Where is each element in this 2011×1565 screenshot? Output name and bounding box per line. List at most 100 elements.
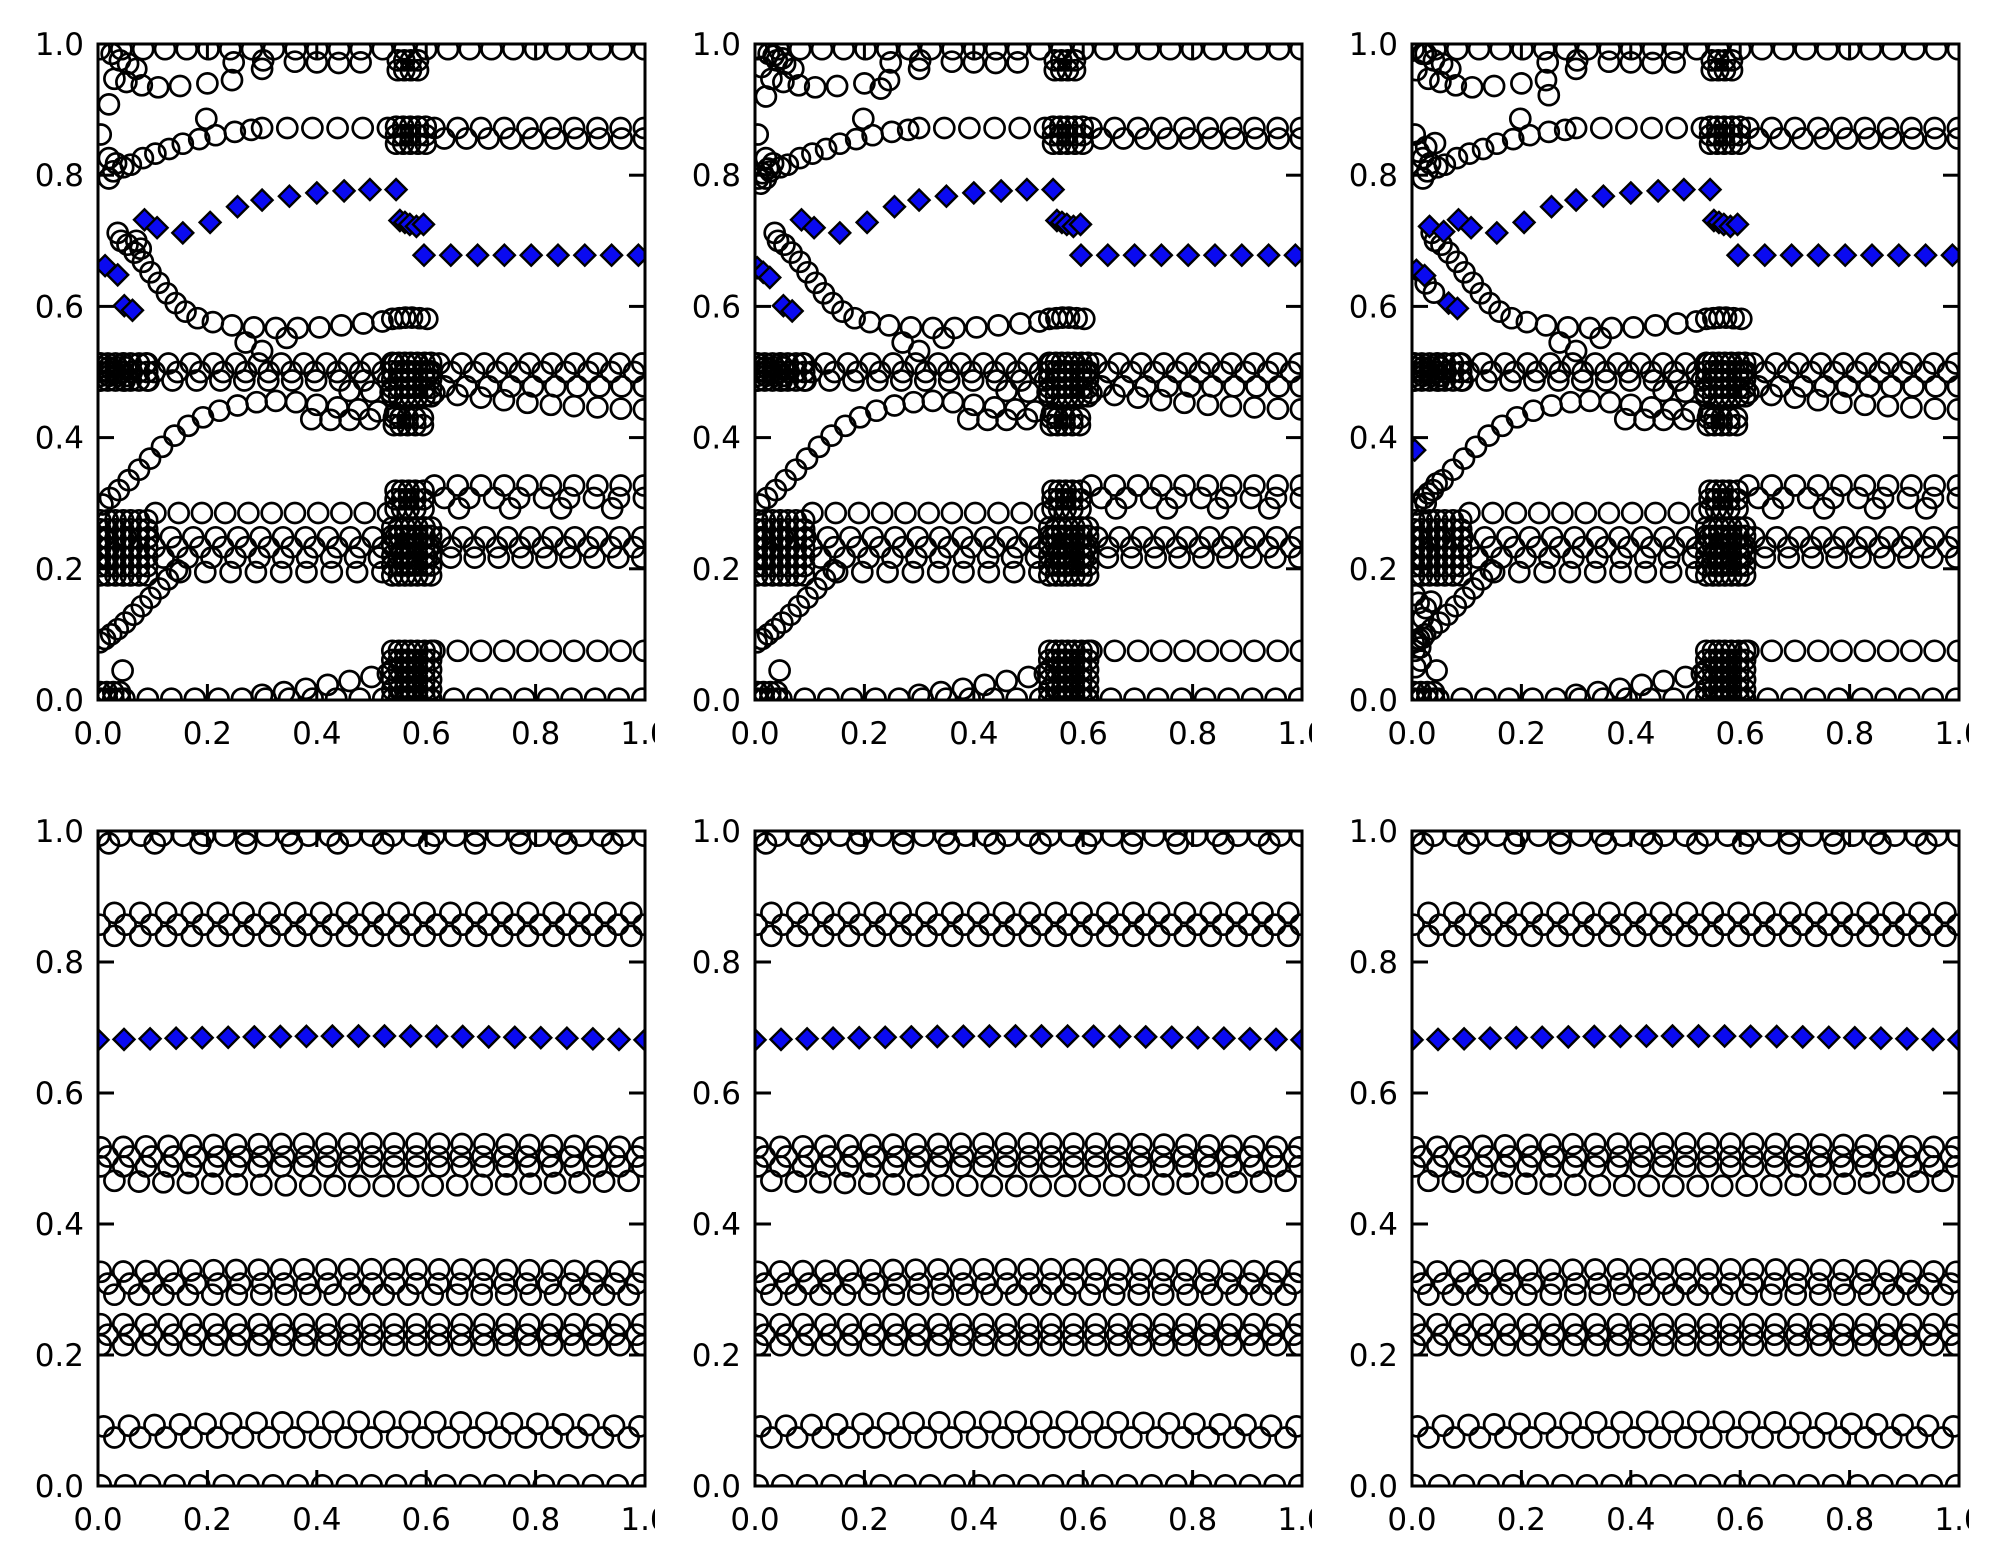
- y-tick-label: 0.8: [35, 945, 84, 981]
- circle-markers: [755, 44, 1302, 700]
- x-tick-label: 1.0: [1277, 716, 1312, 752]
- x-tick-label: 0.4: [949, 1502, 998, 1538]
- y-tick-label: 0.4: [1349, 421, 1398, 457]
- x-tick-label: 0.6: [1059, 716, 1108, 752]
- y-tick-label: 0.2: [692, 1338, 741, 1374]
- y-tick-label: 0.8: [1349, 945, 1398, 981]
- tick-labels: 0.00.0 0.2 0.2 0.4 0.4 0.6 0.6 0.8 0.8 1.0 1.0: [1349, 817, 1969, 1538]
- x-tick-label: 1.0: [620, 716, 655, 752]
- circle-markers: [1412, 44, 1959, 700]
- x-tick-label: 0.0: [730, 716, 779, 752]
- y-tick-label: 0.4: [1349, 1207, 1398, 1243]
- tick-labels: 0.00.0 0.2 0.2 0.4 0.4 0.6 0.6 0.8 0.8 1.0 1.0: [692, 817, 1312, 1538]
- x-tick-label: 0.4: [292, 1502, 341, 1538]
- x-tick-label: 0.8: [511, 1502, 560, 1538]
- tick-labels: 0.00.0 0.2 0.2 0.4 0.4 0.6 0.6 0.8 0.8 1.0 1.0: [1349, 30, 1969, 752]
- x-tick-label: 0.8: [511, 716, 560, 752]
- y-tick-label: 0.0: [692, 1469, 741, 1505]
- y-tick-label: 1.0: [692, 817, 741, 850]
- tick-labels: 0.00.0 0.2 0.2 0.4 0.4 0.6 0.6 0.8 0.8 1.0 1.0: [35, 30, 655, 752]
- y-tick-label: 0.6: [692, 289, 741, 325]
- y-tick-label: 0.6: [35, 1076, 84, 1112]
- axes-frame: [753, 42, 1304, 702]
- subplot-top-left: 0.00.0 0.2 0.2 0.4 0.4 0.6 0.6 0.8 0.8 1.0 1.0: [35, 30, 655, 752]
- axis-ticks: [96, 829, 647, 1488]
- markers-group: [1412, 44, 1959, 700]
- x-tick-label: 1.0: [620, 1502, 655, 1538]
- y-tick-label: 0.0: [1349, 1469, 1398, 1505]
- y-tick-label: 0.2: [35, 1338, 84, 1374]
- x-tick-label: 1.0: [1934, 1502, 1969, 1538]
- x-tick-label: 0.8: [1168, 1502, 1217, 1538]
- axes-frame: [1410, 829, 1961, 1488]
- y-tick-label: 0.2: [692, 552, 741, 588]
- y-tick-label: 0.0: [1349, 683, 1398, 719]
- x-tick-label: 0.6: [1716, 716, 1765, 752]
- y-tick-label: 1.0: [35, 817, 84, 850]
- y-tick-label: 0.8: [1349, 158, 1398, 194]
- x-tick-label: 0.0: [1387, 716, 1436, 752]
- x-tick-label: 0.8: [1825, 1502, 1874, 1538]
- y-tick-label: 0.8: [692, 158, 741, 194]
- axis-ticks: [753, 829, 1304, 1488]
- diamond-markers: [98, 177, 645, 323]
- axes-frame: [1410, 42, 1961, 702]
- x-tick-label: 0.4: [1606, 716, 1655, 752]
- y-tick-label: 0.0: [35, 1469, 84, 1505]
- x-tick-label: 0.4: [949, 716, 998, 752]
- x-tick-label: 0.0: [73, 716, 122, 752]
- diamond-markers: [755, 177, 1302, 324]
- x-tick-label: 0.0: [73, 1502, 122, 1538]
- subplot-bottom-left: 0.00.0 0.2 0.2 0.4 0.4 0.6 0.6 0.8 0.8 1.0 1.0: [35, 817, 655, 1538]
- y-tick-label: 0.8: [35, 158, 84, 194]
- y-tick-label: 1.0: [1349, 817, 1398, 850]
- tick-labels: 0.00.0 0.2 0.2 0.4 0.4 0.6 0.6 0.8 0.8 1.0 1.0: [692, 30, 1312, 752]
- y-tick-label: 0.4: [692, 1207, 741, 1243]
- y-tick-label: 0.6: [35, 289, 84, 325]
- axes-frame: [96, 42, 647, 702]
- diamond-markers: [755, 1023, 1302, 1053]
- axis-ticks: [96, 42, 647, 702]
- subplot-bottom-right: 0.00.0 0.2 0.2 0.4 0.4 0.6 0.6 0.8 0.8 1.0 1.0: [1349, 817, 1969, 1538]
- y-tick-label: 0.6: [1349, 289, 1398, 325]
- x-tick-label: 1.0: [1277, 1502, 1312, 1538]
- y-tick-label: 0.0: [35, 683, 84, 719]
- y-tick-label: 0.6: [1349, 1076, 1398, 1112]
- y-tick-label: 0.2: [1349, 1338, 1398, 1374]
- circle-markers: [98, 44, 645, 700]
- y-tick-label: 1.0: [35, 30, 84, 63]
- x-tick-label: 0.4: [1606, 1502, 1655, 1538]
- diamond-markers: [1412, 1023, 1959, 1053]
- diamond-markers: [1412, 177, 1959, 463]
- y-tick-label: 0.2: [1349, 552, 1398, 588]
- tick-labels: 0.00.0 0.2 0.2 0.4 0.4 0.6 0.6 0.8 0.8 1.0 1.0: [35, 817, 655, 1538]
- y-tick-label: 0.4: [692, 421, 741, 457]
- x-tick-label: 0.2: [183, 716, 232, 752]
- markers-group: [755, 44, 1302, 700]
- diamond-markers: [98, 1023, 645, 1053]
- x-tick-label: 0.8: [1825, 716, 1874, 752]
- axes-frame: [96, 829, 647, 1488]
- circle-markers: [1412, 831, 1959, 1486]
- x-tick-label: 0.6: [402, 1502, 451, 1538]
- subplot-top-right: 0.00.0 0.2 0.2 0.4 0.4 0.6 0.6 0.8 0.8 1.0 1.0: [1349, 30, 1969, 752]
- markers-group: [98, 44, 645, 700]
- circle-markers: [98, 831, 645, 1486]
- y-tick-label: 0.4: [35, 421, 84, 457]
- x-tick-label: 0.4: [292, 716, 341, 752]
- x-tick-label: 0.2: [1497, 716, 1546, 752]
- axis-ticks: [1410, 42, 1961, 702]
- y-tick-label: 0.2: [35, 552, 84, 588]
- x-tick-label: 0.0: [1387, 1502, 1436, 1538]
- subplot-top-middle: 0.00.0 0.2 0.2 0.4 0.4 0.6 0.6 0.8 0.8 1.0 1.0: [692, 30, 1312, 752]
- x-tick-label: 0.6: [1059, 1502, 1108, 1538]
- y-tick-label: 0.4: [35, 1207, 84, 1243]
- x-tick-label: 0.2: [183, 1502, 232, 1538]
- x-tick-label: 1.0: [1934, 716, 1969, 752]
- y-tick-label: 0.8: [692, 945, 741, 981]
- markers-group: [98, 831, 645, 1486]
- circle-markers: [755, 831, 1302, 1486]
- axes-frame: [753, 829, 1304, 1488]
- x-tick-label: 0.8: [1168, 716, 1217, 752]
